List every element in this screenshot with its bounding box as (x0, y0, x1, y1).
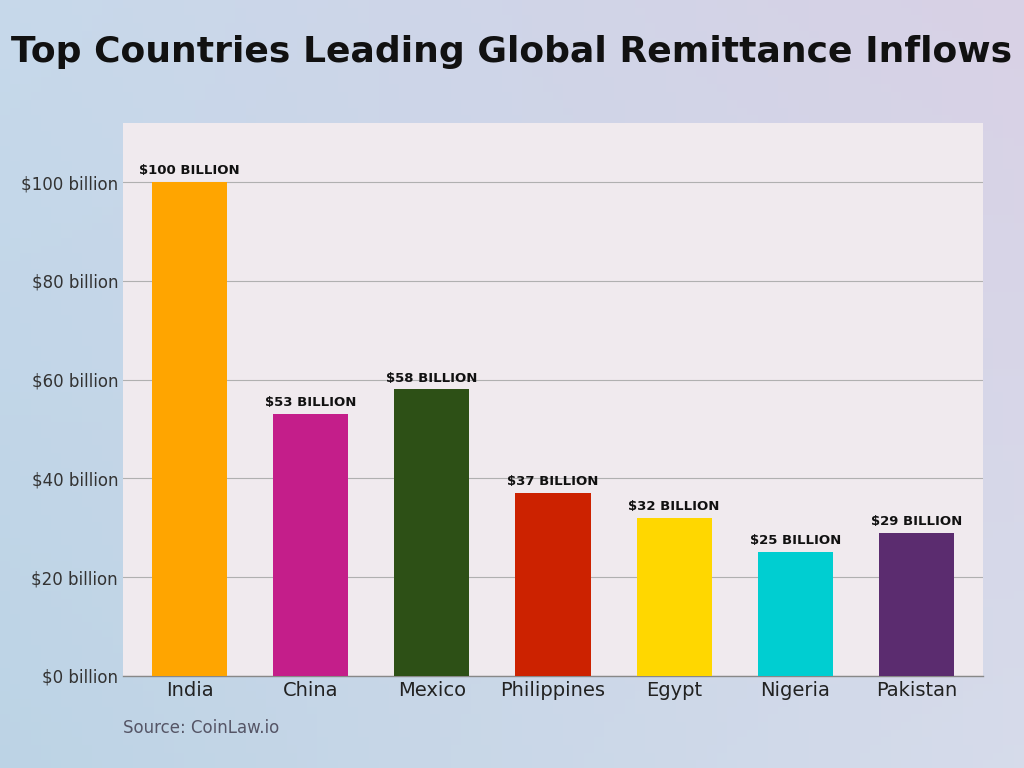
Bar (394, 389, 469, 676)
Bar (758, 552, 833, 676)
Bar (879, 533, 954, 676)
Text: Top Countries Leading Global Remittance Inflows: Top Countries Leading Global Remittance … (11, 35, 1013, 69)
Bar (152, 182, 227, 676)
Text: $29 BILLION: $29 BILLION (870, 515, 962, 528)
Bar (515, 493, 591, 676)
Bar (637, 518, 712, 676)
Text: $37 BILLION: $37 BILLION (507, 475, 599, 488)
Text: $32 BILLION: $32 BILLION (629, 500, 720, 513)
Bar (273, 414, 348, 676)
Text: $58 BILLION: $58 BILLION (386, 372, 477, 385)
Text: $25 BILLION: $25 BILLION (750, 535, 841, 548)
Text: $53 BILLION: $53 BILLION (265, 396, 356, 409)
Text: Source: CoinLaw.io: Source: CoinLaw.io (123, 720, 280, 737)
Text: $100 BILLION: $100 BILLION (139, 164, 240, 177)
